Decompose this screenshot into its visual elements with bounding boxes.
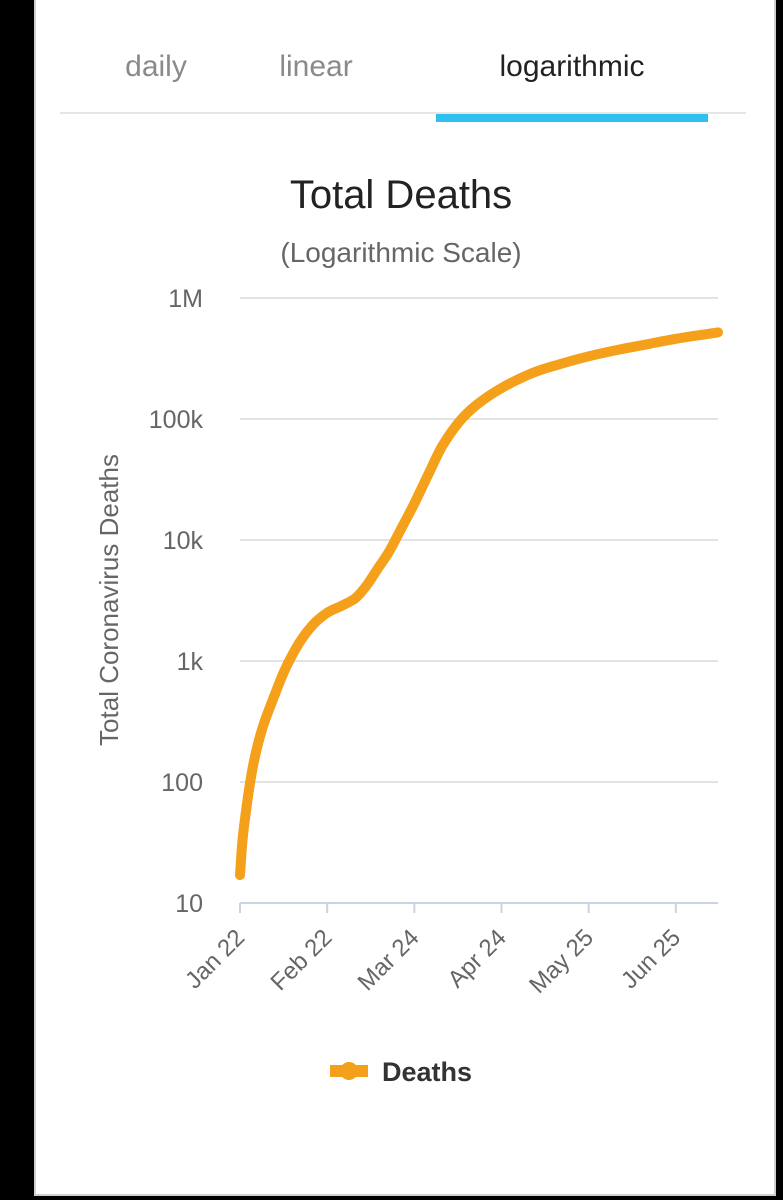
data-point (354, 597, 356, 599)
chart-subtitle: (Logarithmic Scale) (280, 237, 521, 268)
x-tick-label: Apr 24 (443, 924, 512, 993)
y-tick-label: 1k (177, 648, 204, 676)
data-point (242, 836, 244, 838)
data-point (399, 529, 401, 531)
data-point (253, 760, 255, 762)
y-axis-ticks: 10 100 1k 10k 100k 1M (149, 285, 204, 918)
x-tick-label: May 25 (524, 924, 599, 999)
data-point (413, 503, 415, 505)
legend-label-deaths[interactable]: Deaths (382, 1057, 472, 1087)
tab-divider (60, 112, 746, 114)
data-point (284, 669, 286, 671)
data-point (458, 421, 460, 423)
y-tick-label: 10k (163, 527, 204, 555)
chart-card: daily linear logarithmic (34, 0, 776, 1196)
data-point (619, 349, 621, 351)
data-point (441, 445, 443, 447)
x-tick-label: Jan 22 (180, 924, 250, 994)
y-tick-label: 10 (175, 890, 203, 918)
x-tick-label: Feb 22 (265, 924, 337, 996)
data-point (588, 355, 590, 357)
legend-swatch-marker (340, 1062, 358, 1080)
grid-lines (240, 297, 718, 904)
tab-linear[interactable]: linear (279, 50, 353, 83)
active-tab-indicator (436, 114, 708, 122)
data-point (273, 696, 275, 698)
data-point (531, 372, 533, 374)
data-point (388, 551, 390, 553)
data-point (377, 568, 379, 570)
data-point (239, 874, 241, 876)
data-point (366, 585, 368, 587)
x-tick-label: Jun 25 (616, 924, 686, 994)
x-axis-ticks: Jan 22 Feb 22 Mar 24 Apr 24 May 25 Jun 25 (180, 903, 686, 999)
data-point (675, 338, 677, 340)
chart-title: Total Deaths (290, 173, 512, 217)
y-tick-label: 100 (161, 769, 203, 797)
series-deaths (235, 327, 723, 881)
data-point (717, 331, 719, 333)
data-point (298, 642, 300, 644)
data-point (500, 387, 502, 389)
legend[interactable]: Deaths (330, 1057, 472, 1087)
deaths-line (235, 327, 723, 881)
scale-tabs: daily linear logarithmic (36, 0, 774, 122)
tab-daily[interactable]: daily (125, 50, 187, 83)
tab-logarithmic[interactable]: logarithmic (499, 50, 645, 83)
data-point (326, 612, 328, 614)
data-point (312, 624, 314, 626)
x-tick-label: Mar 24 (353, 924, 425, 996)
y-tick-label: 1M (168, 285, 203, 313)
data-point (427, 473, 429, 475)
data-point (340, 605, 342, 607)
data-point (261, 727, 263, 729)
data-point (475, 404, 477, 406)
data-point (647, 343, 649, 345)
y-tick-label: 100k (149, 406, 204, 434)
y-axis-label: Total Coronavirus Deaths (94, 454, 124, 746)
data-point (560, 363, 562, 365)
data-point (247, 793, 249, 795)
